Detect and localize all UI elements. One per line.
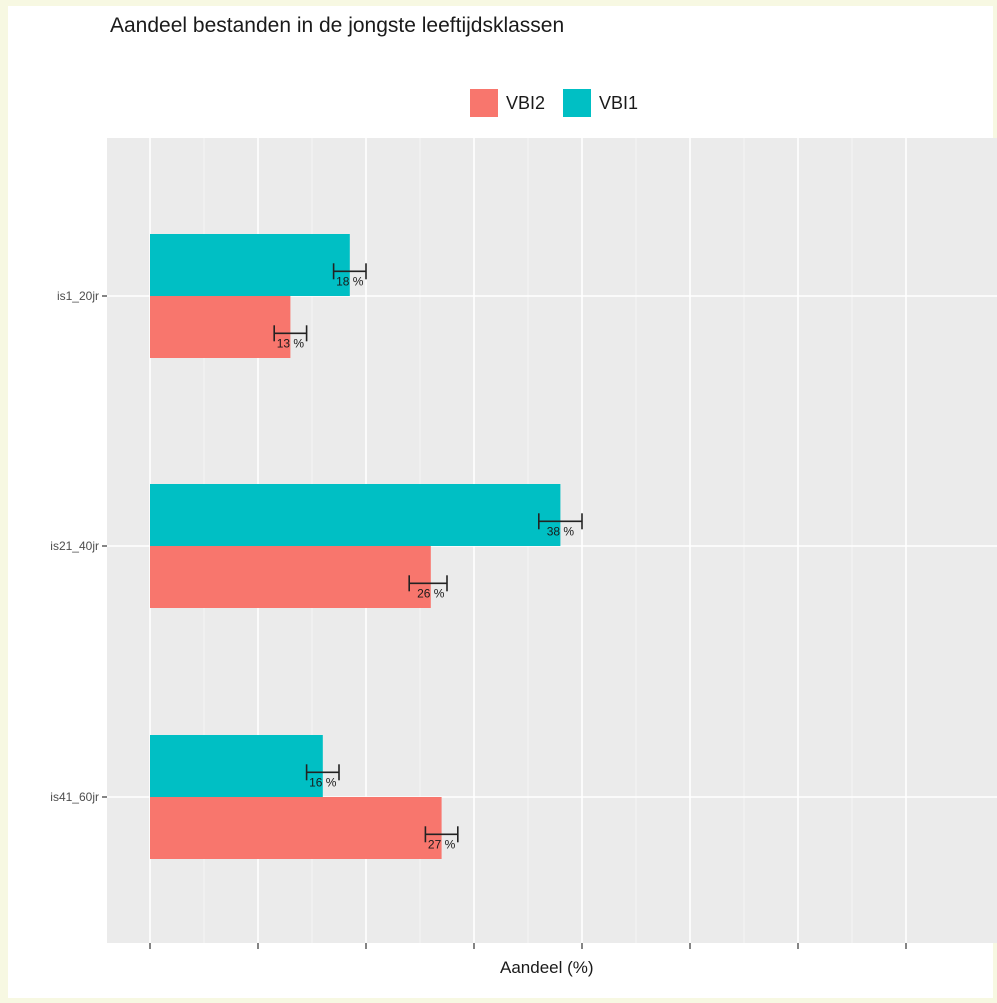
data-label: 27 % [428,837,456,851]
legend-item-vbi1: VBI1 [563,89,638,117]
y-tick-label: is21_40jr [50,539,99,553]
y-tick-label: is41_60jr [50,790,99,804]
bar-vbi1 [150,484,561,546]
data-label: 18 % [336,274,364,288]
data-label: 38 % [547,524,575,538]
legend-label-vbi1: VBI1 [599,92,639,113]
data-label: 16 % [309,775,337,789]
legend-label-vbi2: VBI2 [506,92,546,113]
bar-vbi2 [150,546,431,608]
data-label: 13 % [277,336,305,350]
data-label: 26 % [417,586,445,600]
legend-item-vbi2: VBI2 [470,89,545,117]
bar-vbi1 [150,735,323,797]
bar-vbi2 [150,797,442,859]
bar-vbi1 [150,234,350,296]
legend: VBI2 VBI1 [470,88,656,118]
legend-swatch-vbi1 [563,89,592,117]
legend-swatch-vbi2 [470,89,498,117]
x-axis-label: Aandeel (%) [500,958,594,977]
bar-vbi2 [150,296,291,358]
chart-title: Aandeel bestanden in de jongste leeftijd… [110,14,565,37]
y-tick-label: is1_20jr [57,289,99,303]
